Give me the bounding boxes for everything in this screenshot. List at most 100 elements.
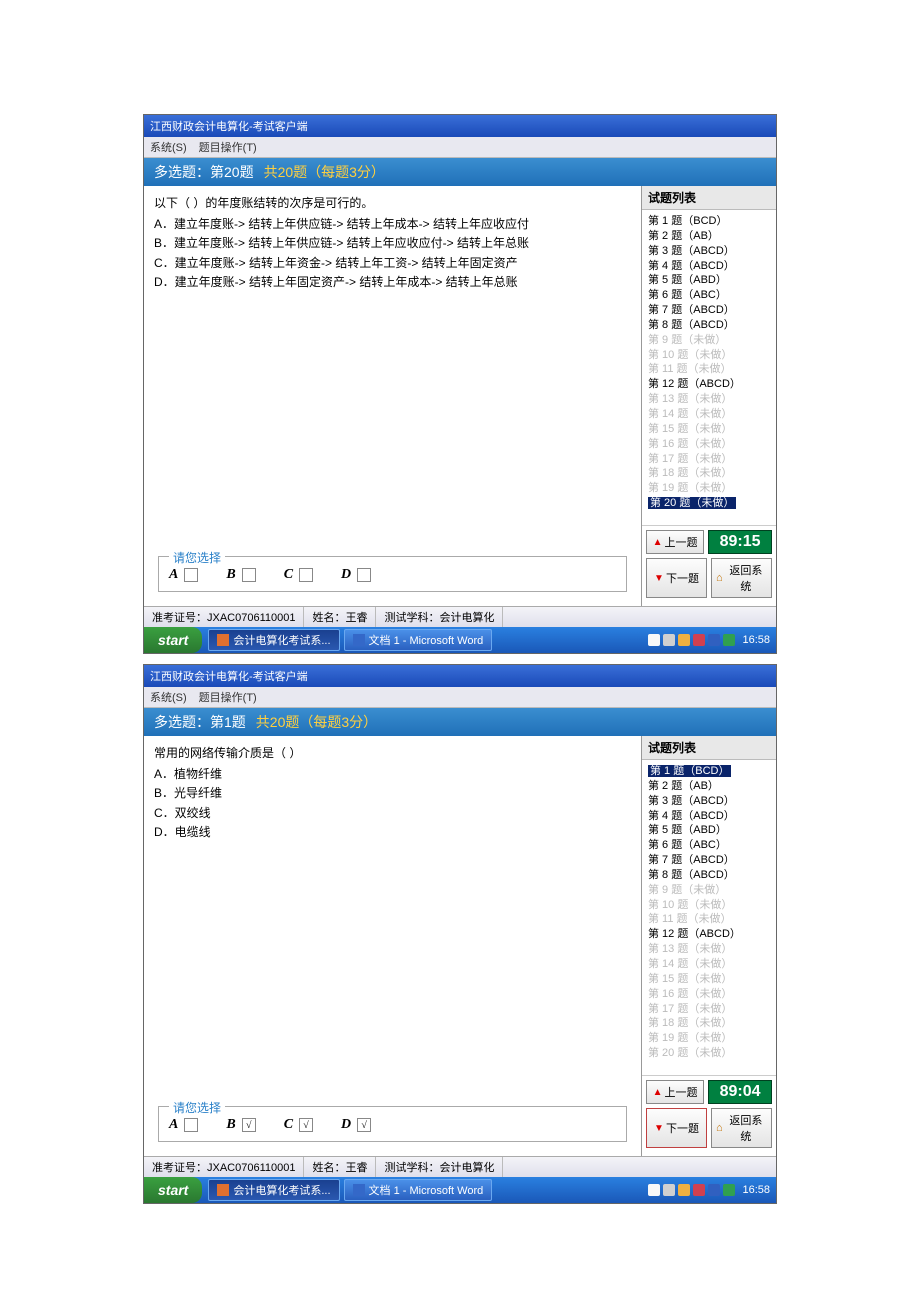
- qlist-item[interactable]: 第 20 题（未做）: [648, 1046, 770, 1061]
- choice-a[interactable]: A: [169, 1117, 198, 1133]
- qlist-item[interactable]: 第 9 题（未做）: [648, 883, 770, 898]
- qlist-item[interactable]: 第 18 题（未做）: [648, 1016, 770, 1031]
- qlist-item[interactable]: 第 16 题（未做）: [648, 987, 770, 1002]
- tray-icon[interactable]: [723, 1184, 735, 1196]
- qlist-item[interactable]: 第 9 题（未做）: [648, 333, 770, 348]
- checkbox[interactable]: √: [357, 1118, 371, 1132]
- taskbar-item[interactable]: 会计电算化考试系...: [208, 629, 339, 651]
- menu-item[interactable]: 题目操作(T): [199, 692, 257, 704]
- qlist-item[interactable]: 第 10 题（未做）: [648, 898, 770, 913]
- qlist-item[interactable]: 第 7 题（ABCD）: [648, 303, 770, 318]
- status-cell: 准考证号：JXAC0706110001: [144, 607, 304, 627]
- qlist-item[interactable]: 第 19 题（未做）: [648, 481, 770, 496]
- qlist-item[interactable]: 第 6 题（ABC）: [648, 288, 770, 303]
- choice-b[interactable]: B√: [226, 1117, 255, 1133]
- qlist-item[interactable]: 第 14 题（未做）: [648, 957, 770, 972]
- question-option: A．建立年度账-> 结转上年供应链-> 结转上年成本-> 结转上年应收应付: [154, 215, 631, 234]
- choice-a[interactable]: A: [169, 567, 198, 583]
- taskbar-item[interactable]: 文档 1 - Microsoft Word: [344, 629, 493, 651]
- qlist-item[interactable]: 第 12 题（ABCD）: [648, 927, 770, 942]
- taskbar-item[interactable]: 文档 1 - Microsoft Word: [344, 1179, 493, 1201]
- checkbox[interactable]: [242, 568, 256, 582]
- checkbox[interactable]: [184, 568, 198, 582]
- qlist-item[interactable]: 第 11 题（未做）: [648, 912, 770, 927]
- qlist-item[interactable]: 第 17 题（未做）: [648, 1002, 770, 1017]
- qlist-item[interactable]: 第 1 题（BCD）: [648, 214, 770, 229]
- qlist-item[interactable]: 第 17 题（未做）: [648, 452, 770, 467]
- qlist-item[interactable]: 第 13 题（未做）: [648, 942, 770, 957]
- checkbox[interactable]: [299, 568, 313, 582]
- menu-item[interactable]: 系统(S): [150, 142, 187, 154]
- qlist-title: 试题列表: [642, 736, 776, 760]
- tray-icon[interactable]: [648, 1184, 660, 1196]
- qlist-item[interactable]: 第 5 题（ABD）: [648, 273, 770, 288]
- qlist-item[interactable]: 第 16 题（未做）: [648, 437, 770, 452]
- back-button[interactable]: ⌂返回系统: [711, 558, 772, 598]
- qlist-item[interactable]: 第 4 题（ABCD）: [648, 809, 770, 824]
- sidebar: 试题列表第 1 题（BCD）第 2 题（AB）第 3 题（ABCD）第 4 题（…: [641, 186, 776, 606]
- qlist-item[interactable]: 第 6 题（ABC）: [648, 838, 770, 853]
- question-option: A．植物纤维: [154, 765, 631, 784]
- choice-d[interactable]: D√: [341, 1117, 371, 1133]
- taskbar: start 会计电算化考试系...文档 1 - Microsoft Word 16:…: [144, 1177, 776, 1203]
- tray-icon[interactable]: [693, 634, 705, 646]
- next-button[interactable]: ▼下一题: [646, 558, 707, 598]
- qlist-item[interactable]: 第 10 题（未做）: [648, 348, 770, 363]
- tray-icon[interactable]: [723, 634, 735, 646]
- next-button[interactable]: ▼下一题: [646, 1108, 707, 1148]
- qlist-item[interactable]: 第 2 题（AB）: [648, 779, 770, 794]
- qlist-item[interactable]: 第 15 题（未做）: [648, 972, 770, 987]
- prev-button[interactable]: ▲上一题: [646, 1080, 704, 1104]
- checkbox[interactable]: √: [242, 1118, 256, 1132]
- tray-icon[interactable]: [708, 1184, 720, 1196]
- tray-icon[interactable]: [663, 634, 675, 646]
- tray-icon[interactable]: [678, 634, 690, 646]
- tray-icon[interactable]: [708, 634, 720, 646]
- qlist-item[interactable]: 第 12 题（ABCD）: [648, 377, 770, 392]
- qlist-item[interactable]: 第 8 题（ABCD）: [648, 318, 770, 333]
- question-list: 第 1 题（BCD）第 2 题（AB）第 3 题（ABCD）第 4 题（ABCD…: [642, 210, 776, 525]
- choice-d[interactable]: D: [341, 567, 371, 583]
- tray-icon[interactable]: [648, 634, 660, 646]
- choice-b[interactable]: B: [226, 567, 255, 583]
- qlist-item[interactable]: 第 19 题（未做）: [648, 1031, 770, 1046]
- qlist-item[interactable]: 第 20 题（未做）: [648, 496, 770, 511]
- checkbox[interactable]: √: [299, 1118, 313, 1132]
- qlist-item[interactable]: 第 2 题（AB）: [648, 229, 770, 244]
- qlist-item[interactable]: 第 15 题（未做）: [648, 422, 770, 437]
- app-icon: [353, 634, 365, 646]
- qlist-item[interactable]: 第 4 题（ABCD）: [648, 259, 770, 274]
- qlist-item[interactable]: 第 18 题（未做）: [648, 466, 770, 481]
- system-tray: 16:58: [648, 1184, 776, 1196]
- question-option: D．电缆线: [154, 823, 631, 842]
- prev-button[interactable]: ▲上一题: [646, 530, 704, 554]
- checkbox[interactable]: [357, 568, 371, 582]
- tray-icon[interactable]: [663, 1184, 675, 1196]
- exam-window: 江西财政会计电算化-考试客户端系统(S)题目操作(T)多选题：第20题共20题（…: [143, 114, 777, 654]
- qlist-item[interactable]: 第 5 题（ABD）: [648, 823, 770, 838]
- tray-icon[interactable]: [693, 1184, 705, 1196]
- choice-label: A: [169, 1117, 178, 1133]
- qlist-item[interactable]: 第 11 题（未做）: [648, 362, 770, 377]
- qlist-item[interactable]: 第 3 题（ABCD）: [648, 794, 770, 809]
- taskbar-item[interactable]: 会计电算化考试系...: [208, 1179, 339, 1201]
- back-button[interactable]: ⌂返回系统: [711, 1108, 772, 1148]
- home-icon: ⌂: [716, 572, 723, 584]
- qlist-item[interactable]: 第 1 题（BCD）: [648, 764, 770, 779]
- choice-c[interactable]: C√: [284, 1117, 313, 1133]
- menu-item[interactable]: 系统(S): [150, 692, 187, 704]
- start-button[interactable]: start: [144, 1177, 202, 1203]
- choice-c[interactable]: C: [284, 567, 313, 583]
- taskbar-item-label: 文档 1 - Microsoft Word: [369, 632, 484, 648]
- app-icon: [217, 1184, 229, 1196]
- qlist-item[interactable]: 第 3 题（ABCD）: [648, 244, 770, 259]
- start-button[interactable]: start: [144, 627, 202, 653]
- menu-item[interactable]: 题目操作(T): [199, 142, 257, 154]
- checkbox[interactable]: [184, 1118, 198, 1132]
- qlist-item[interactable]: 第 13 题（未做）: [648, 392, 770, 407]
- qlist-item[interactable]: 第 7 题（ABCD）: [648, 853, 770, 868]
- qlist-item[interactable]: 第 8 题（ABCD）: [648, 868, 770, 883]
- tray-icon[interactable]: [678, 1184, 690, 1196]
- qlist-item[interactable]: 第 14 题（未做）: [648, 407, 770, 422]
- question-list: 第 1 题（BCD）第 2 题（AB）第 3 题（ABCD）第 4 题（ABCD…: [642, 760, 776, 1075]
